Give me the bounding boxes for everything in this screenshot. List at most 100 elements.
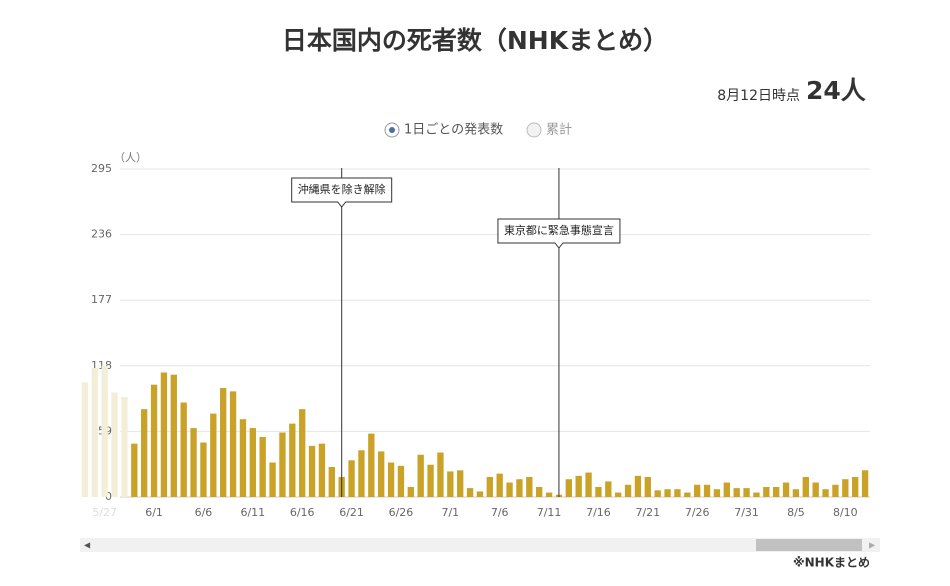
title: 日本国内の死者数（NHKまとめ） xyxy=(282,26,668,55)
bar xyxy=(328,466,335,497)
bar xyxy=(674,489,681,497)
bar xyxy=(229,391,237,497)
x-tick-label: 7/6 xyxy=(491,506,509,519)
bar xyxy=(358,450,365,497)
x-tick-label: 7/26 xyxy=(685,506,710,519)
scroll-left[interactable]: ◀ xyxy=(84,541,91,550)
annotation-box xyxy=(291,177,393,208)
bar xyxy=(190,428,197,497)
bar xyxy=(536,486,543,497)
bar xyxy=(585,472,592,497)
bar xyxy=(289,423,296,497)
y-tick-label: 236 xyxy=(91,228,112,241)
x-tick-label: 6/11 xyxy=(240,506,265,519)
bar xyxy=(397,465,405,497)
bar xyxy=(753,492,760,497)
x-tick-label: 7/21 xyxy=(635,506,660,519)
bar xyxy=(684,492,691,497)
bar xyxy=(407,486,414,497)
bar xyxy=(457,470,464,497)
x-tick-label: 5/27 xyxy=(92,506,117,519)
bar xyxy=(131,443,138,497)
x-tick-label: 6/1 xyxy=(145,506,163,519)
x-tick-label: 7/16 xyxy=(586,506,611,519)
bar xyxy=(308,445,316,497)
bar xyxy=(239,419,247,497)
bar xyxy=(180,402,187,497)
bar xyxy=(486,476,493,497)
bar xyxy=(516,479,523,497)
radio-dot xyxy=(389,127,395,133)
y-tick-label: 177 xyxy=(91,293,112,306)
source: ※NHKまとめ xyxy=(793,556,870,570)
bar xyxy=(81,382,89,497)
scroll-right[interactable]: ▶ xyxy=(869,541,876,550)
annotation-text: 沖縄県を除き解除 xyxy=(298,182,386,196)
bar xyxy=(111,392,118,497)
bar xyxy=(299,409,306,497)
x-tick-label: 8/5 xyxy=(787,506,805,519)
bar xyxy=(545,492,553,497)
bar xyxy=(368,433,375,497)
bar xyxy=(743,488,750,497)
bar xyxy=(615,492,622,497)
scrollbar[interactable] xyxy=(80,538,880,552)
bar xyxy=(506,482,513,497)
y-tick-label: 0 xyxy=(105,490,112,503)
as-of: 8月12日時点 xyxy=(717,88,800,104)
bar xyxy=(723,482,730,497)
bar xyxy=(476,491,484,497)
bar xyxy=(713,489,721,497)
annotation-text: 東京都に緊急事態宣言 xyxy=(504,223,614,237)
bar xyxy=(763,486,770,497)
bar xyxy=(822,489,829,497)
bar xyxy=(210,413,217,497)
bar xyxy=(170,374,177,497)
bar xyxy=(378,451,385,497)
option[interactable]: 累計 xyxy=(546,122,572,138)
x-tick-label: 8/10 xyxy=(833,506,858,519)
bar xyxy=(861,470,869,497)
annotation-box xyxy=(497,218,621,249)
x-tick-label: 6/6 xyxy=(195,506,213,519)
bar xyxy=(644,476,651,497)
bar xyxy=(634,475,642,497)
bar xyxy=(664,489,671,497)
y-tick-label: 295 xyxy=(91,162,112,175)
bar xyxy=(782,482,790,497)
x-tick-label: 7/1 xyxy=(441,506,459,519)
y-unit: （人） xyxy=(114,151,147,164)
bar xyxy=(595,486,602,497)
scroll-thumb[interactable] xyxy=(756,539,862,551)
bar xyxy=(259,436,266,497)
bar xyxy=(802,476,809,497)
bar xyxy=(624,484,632,497)
bar xyxy=(101,365,108,497)
x-tick-label: 7/11 xyxy=(537,506,562,519)
bar xyxy=(733,488,740,497)
bar xyxy=(447,471,454,497)
x-tick-label: 7/31 xyxy=(734,506,759,519)
bar xyxy=(91,368,98,497)
bar xyxy=(318,443,326,497)
latest: 24人 xyxy=(806,76,866,105)
bar xyxy=(387,462,395,497)
radio[interactable] xyxy=(526,122,542,138)
bar xyxy=(279,432,286,497)
bar xyxy=(427,464,434,497)
bar xyxy=(249,428,256,497)
bar xyxy=(565,479,572,497)
x-tick-label: 6/26 xyxy=(389,506,414,519)
bar xyxy=(703,484,711,497)
bar xyxy=(200,442,207,497)
bar xyxy=(605,481,612,497)
bar xyxy=(160,372,168,497)
bar xyxy=(575,475,582,497)
option[interactable]: 1日ごとの発表数 xyxy=(404,122,503,138)
x-tick-label: 6/21 xyxy=(339,506,364,519)
bar xyxy=(526,476,533,497)
bar xyxy=(141,409,148,497)
bar xyxy=(812,482,819,497)
bar xyxy=(832,484,839,497)
